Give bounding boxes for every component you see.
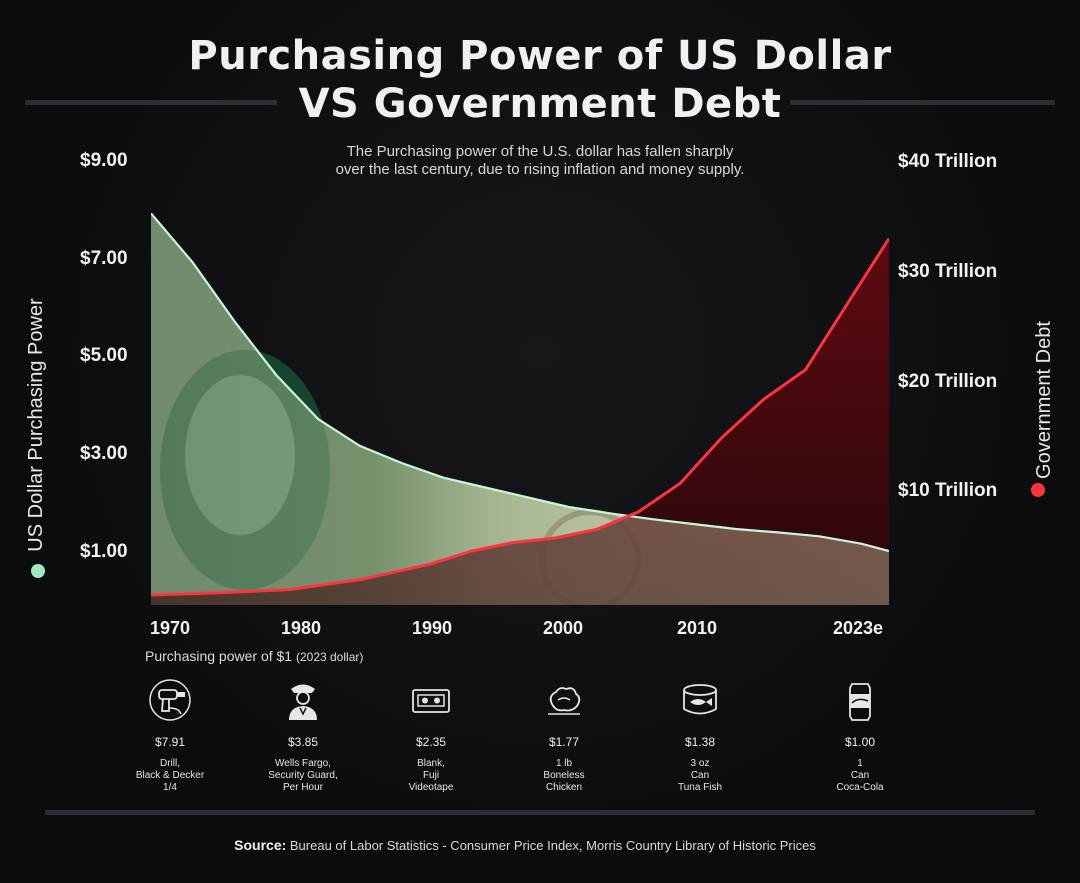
title-line-1: Purchasing Power of US Dollar (188, 33, 892, 79)
source-text: Bureau of Labor Statistics - Consumer Pr… (289, 838, 816, 853)
item-price: $1.00 (844, 735, 876, 749)
item-description: Blank, Fuji Videotape (408, 758, 454, 793)
item-description: Drill, Black & Decker 1/4 (135, 758, 205, 793)
x-tick-label: 1970 (150, 618, 190, 638)
price-item: $1.77 1 lb Boneless Chicken (504, 678, 624, 794)
item-description: Wells Fargo, Security Guard, Per Hour (268, 758, 338, 793)
footer-rule (45, 810, 1035, 815)
y-left-tick: $5.00 (80, 345, 128, 366)
y-right-tick: $10 Trillion (898, 480, 998, 501)
item-description: 1 Can Coca-Cola (836, 758, 884, 793)
item-price: $1.77 (548, 735, 580, 749)
purchasing-power-caption-main: Purchasing power of $1 (145, 648, 293, 664)
subtitle: The Purchasing power of the U.S. dollar … (240, 143, 840, 179)
tuna-can-icon (678, 678, 722, 722)
chicken-icon (542, 678, 586, 722)
subtitle-line-1: The Purchasing power of the U.S. dollar … (346, 143, 734, 160)
purchasing-power-caption-note: (2023 dollar) (295, 650, 364, 664)
item-description: 1 lb Boneless Chicken (543, 758, 585, 793)
item-price: $2.35 (415, 735, 447, 749)
y-left-tick: $3.00 (80, 443, 128, 464)
item-price: $1.38 (684, 735, 716, 749)
price-item: $3.85 Wells Fargo, Security Guard, Per H… (243, 678, 363, 794)
security-guard-icon (281, 678, 325, 722)
banknote-overlay (151, 213, 889, 605)
title-line-2: VS Government Debt (298, 81, 782, 127)
price-item: $1.00 1 Can Coca-Cola (800, 678, 920, 794)
government-debt-legend-dot (1031, 483, 1045, 497)
drill-icon (148, 678, 192, 722)
source-label: Source: (234, 837, 287, 853)
price-item: $7.91 Drill, Black & Decker 1/4 (110, 678, 230, 794)
y-right-tick: $40 Trillion (898, 151, 998, 172)
y-right-tick: $20 Trillion (898, 371, 998, 392)
item-description: 3 oz Can Tuna Fish (677, 758, 723, 793)
title-rule-right (790, 100, 1055, 105)
y-right-tick: $30 Trillion (898, 261, 998, 282)
item-price: $3.85 (287, 735, 319, 749)
x-tick-label: 2000 (543, 618, 583, 638)
y-left-tick: $9.00 (80, 150, 128, 171)
purchasing-power-legend-dot (31, 564, 45, 578)
y-left-tick: $1.00 (80, 541, 128, 562)
x-tick-label: 2023e (833, 618, 883, 638)
government-debt-area (151, 238, 889, 605)
item-price: $7.91 (154, 735, 186, 749)
price-item: $2.35 Blank, Fuji Videotape (371, 678, 491, 794)
source-note: Source: Bureau of Labor Statistics - Con… (0, 837, 1050, 853)
x-tick-label: 2010 (677, 618, 717, 638)
government-debt-line (151, 237, 889, 597)
price-item: $1.38 3 oz Can Tuna Fish (640, 678, 760, 794)
x-tick-label: 1990 (412, 618, 452, 638)
videotape-icon (409, 678, 453, 722)
y-left-tick: $7.00 (80, 248, 128, 269)
x-tick-label: 1980 (281, 618, 321, 638)
title-rule-left (25, 100, 277, 105)
purchasing-power-line (151, 212, 889, 553)
coca-cola-can-icon (838, 678, 882, 722)
subtitle-line-2: over the last century, due to rising inf… (335, 161, 745, 178)
chart-title: Purchasing Power of US Dollar VS Governm… (0, 32, 1080, 128)
purchasing-power-caption: Purchasing power of $1 (2023 dollar) (145, 648, 363, 664)
